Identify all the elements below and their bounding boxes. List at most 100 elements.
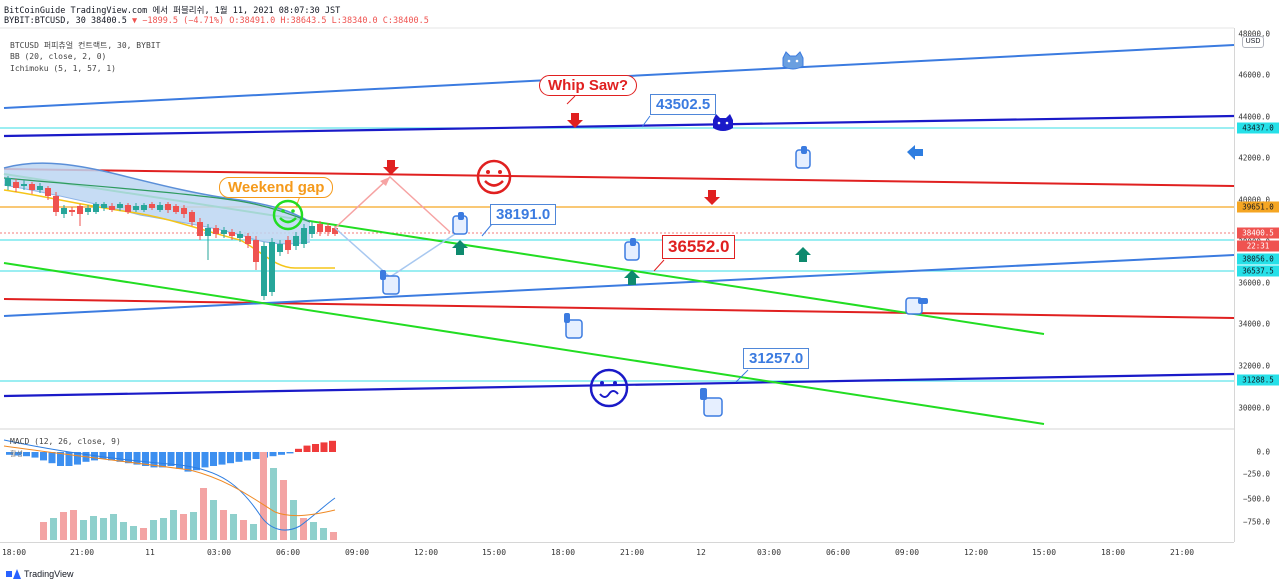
pointing-hand-icon	[452, 212, 468, 235]
volume-bar	[150, 520, 157, 540]
candle-body	[101, 204, 107, 208]
macd-histogram-bar	[31, 452, 39, 458]
pointing-hand-icon	[795, 146, 811, 169]
macd-histogram-bar	[40, 452, 47, 461]
macd-histogram-bar	[14, 452, 22, 456]
happy-face-icon	[272, 199, 304, 231]
up-arrow-icon	[452, 240, 468, 255]
time-axis[interactable]: 18:00 21:00 11 03:00 06:00 09:00 12:00 1…	[0, 542, 1234, 562]
candle-body	[53, 196, 59, 212]
macd-histogram	[6, 440, 336, 472]
macd-histogram-bar	[133, 452, 141, 465]
candle-body	[5, 178, 11, 186]
volume-bar	[190, 512, 197, 540]
time-tick: 21:00	[69, 548, 95, 557]
macd-histogram-bar	[150, 452, 158, 468]
macd-histogram-bar	[227, 452, 234, 464]
legend-main[interactable]: BTCUSD 퍼피츄얼 컨트랙트, 30, BYBIT	[10, 41, 161, 50]
candle-body	[245, 236, 251, 244]
time-tick: 12:00	[413, 548, 439, 557]
countdown-tag: 22:31	[1237, 240, 1279, 252]
last-price: 38400.5	[91, 16, 127, 26]
volume-bar	[210, 500, 217, 540]
price-callout-43502[interactable]: 43502.5	[650, 94, 717, 115]
candlesticks	[5, 176, 338, 300]
whip-saw-callout[interactable]: Whip Saw?	[539, 75, 637, 96]
left-arrow-icon	[907, 145, 923, 160]
volume-bar	[130, 526, 137, 540]
currency-button[interactable]: USD	[1242, 36, 1264, 48]
candle-body	[221, 230, 227, 234]
pointing-hand-icon	[700, 388, 723, 417]
time-tick: 11	[145, 548, 155, 557]
candle-body	[181, 208, 187, 214]
candle-body	[237, 234, 243, 238]
macd-histogram-bar	[210, 452, 217, 466]
up-arrow-icon	[795, 247, 811, 262]
macd-histogram-bar	[57, 452, 64, 466]
price-change: −1899.5 (−4.71%)	[142, 16, 225, 26]
volume-bar	[90, 516, 97, 540]
candle-body	[93, 204, 99, 212]
symbol-label[interactable]: BYBIT:BTCUSD, 30	[4, 16, 86, 26]
pointing-hand-icon	[380, 270, 400, 295]
candle-body	[21, 184, 27, 186]
tradingview-logo[interactable]: TradingView	[6, 569, 74, 579]
macd-legend[interactable]: MACD (12, 26, close, 9)	[10, 437, 121, 446]
macd-histogram-bar	[176, 452, 183, 469]
candle-body	[85, 208, 91, 212]
time-tick: 03:00	[756, 548, 782, 557]
candle-body	[213, 228, 219, 234]
candle-body	[205, 228, 211, 236]
price-callout-31257[interactable]: 31257.0	[743, 348, 810, 369]
price-tag: 39651.0	[1237, 201, 1279, 213]
brand-label: TradingView	[24, 569, 74, 579]
price-callout-38191[interactable]: 38191.0	[490, 204, 557, 225]
legend-bb[interactable]: BB (20, close, 2, 0)	[10, 52, 107, 61]
price-tick: 48000.0	[1238, 29, 1270, 39]
ohlc-high: H:38643.5	[280, 16, 327, 26]
volume-bar	[260, 452, 267, 540]
trend-lines[interactable]	[3, 44, 1234, 425]
volume-bar	[50, 518, 57, 540]
price-callout-36552[interactable]: 36552.0	[662, 235, 736, 259]
macd-histogram-bar	[167, 452, 175, 466]
price-axis[interactable]: 48000.0 46000.0 44000.0 42000.0 40000.0 …	[1234, 28, 1280, 542]
candle-body	[37, 186, 43, 190]
down-arrow-icon	[383, 160, 399, 175]
volume-bar	[200, 488, 207, 540]
price-tick: 44000.0	[1238, 112, 1270, 122]
candle-body	[325, 226, 331, 232]
cat-face-icon	[782, 51, 804, 70]
legend-ichimoku[interactable]: Ichimoku (5, 1, 57, 1)	[10, 64, 116, 73]
volume-bar	[170, 510, 177, 540]
time-tick: 03:00	[206, 548, 232, 557]
price-tag: 36537.5	[1237, 265, 1279, 277]
macd-histogram-bar	[286, 452, 294, 454]
price-tick: 34000.0	[1238, 319, 1270, 329]
candle-body	[197, 222, 203, 236]
candle-body	[309, 226, 315, 234]
candle-body	[229, 232, 235, 236]
price-tick: 40000.0	[1238, 195, 1270, 205]
macd-histogram-bar	[244, 452, 251, 461]
ohlc-open: O:38491.0	[229, 16, 276, 26]
candle-body	[317, 224, 323, 232]
time-tick: 15:00	[1031, 548, 1057, 557]
weekend-gap-callout[interactable]: Weekend gap	[219, 177, 334, 198]
volume-bar	[100, 518, 107, 540]
down-arrow-icon	[704, 190, 720, 205]
candle-body	[253, 240, 259, 262]
macd-histogram-bar	[125, 452, 132, 464]
macd-histogram-bar	[74, 452, 81, 465]
tradingview-logo-icon	[6, 569, 21, 579]
volume-bar	[70, 510, 77, 540]
time-tick: 15:00	[481, 548, 507, 557]
volume-bar	[290, 500, 297, 540]
macd-histogram-bar	[6, 452, 13, 455]
time-tick: 18:00	[550, 548, 576, 557]
volume-bar	[240, 520, 247, 540]
macd-histogram-bar	[201, 452, 209, 468]
macd-histogram-bar	[252, 452, 260, 459]
time-tick: 18:00	[1, 548, 27, 557]
